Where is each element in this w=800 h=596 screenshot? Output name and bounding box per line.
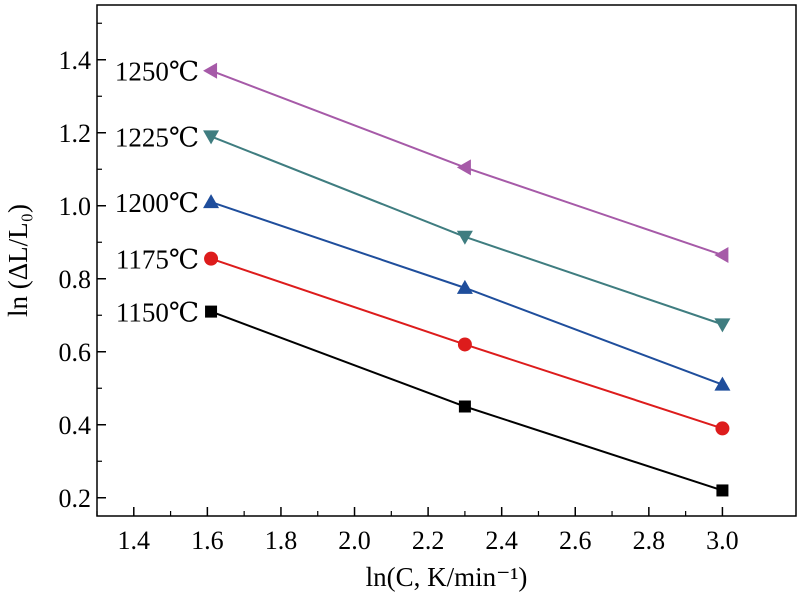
data-point: [714, 318, 731, 333]
y-tick-label: 1.2: [59, 119, 92, 148]
x-tick-label: 2.6: [559, 526, 592, 555]
x-tick-label: 1.8: [265, 526, 298, 555]
x-tick-label: 2.8: [633, 526, 666, 555]
series-label: 1200℃: [115, 188, 199, 218]
series: [203, 62, 729, 264]
series-labels: 1150℃ 1175℃ 1200℃ 1225℃ 1250℃: [115, 57, 199, 328]
y-tick-label: 0.2: [59, 484, 92, 513]
data-point: [203, 130, 220, 145]
x-tick-label: 2.0: [338, 526, 371, 555]
series: [203, 194, 731, 391]
series-label: 1250℃: [115, 57, 199, 87]
data-point: [203, 62, 218, 79]
x-tick-label: 2.4: [485, 526, 518, 555]
series: [204, 251, 730, 436]
x-tick-label: 1.6: [191, 526, 224, 555]
data-point: [714, 376, 731, 391]
data-point: [457, 337, 472, 352]
data-point: [456, 230, 473, 245]
data-point: [716, 484, 729, 497]
series-label: 1175℃: [116, 245, 199, 275]
plot-frame: [96, 4, 797, 517]
data-point: [204, 251, 219, 266]
y-tick-label: 0.4: [59, 411, 92, 440]
y-tick-label: 1.0: [59, 192, 92, 221]
series: [203, 130, 731, 333]
series-label: 1150℃: [116, 298, 199, 328]
axes: 1.4 1.6 1.8 2.0 2.2 2.4 2.6 2.8 3.0 0.2 0.4 0.6 0.8 1…: [59, 4, 797, 555]
data-point: [715, 421, 730, 436]
data-point: [458, 400, 471, 413]
data-point: [714, 247, 729, 264]
x-tick-label: 2.2: [412, 526, 445, 555]
series-label: 1225℃: [115, 122, 199, 152]
x-axis-title: ln(C, K/min⁻¹): [366, 562, 528, 592]
y-tick-label: 0.6: [59, 338, 92, 367]
data-point: [456, 279, 473, 294]
x-tick-label: 3.0: [706, 526, 739, 555]
data-point: [205, 305, 218, 318]
data-point: [203, 194, 220, 209]
series-group: [203, 62, 731, 497]
y-tick-label: 1.4: [59, 46, 92, 75]
y-tick-label: 0.8: [59, 265, 92, 294]
y-axis-title: ln (ΔL/L₀): [3, 204, 33, 317]
x-tick-label: 1.4: [118, 526, 151, 555]
data-point: [456, 159, 471, 176]
axis-titles: ln(C, K/min⁻¹) ln (ΔL/L₀): [3, 204, 527, 592]
series: [205, 305, 729, 497]
